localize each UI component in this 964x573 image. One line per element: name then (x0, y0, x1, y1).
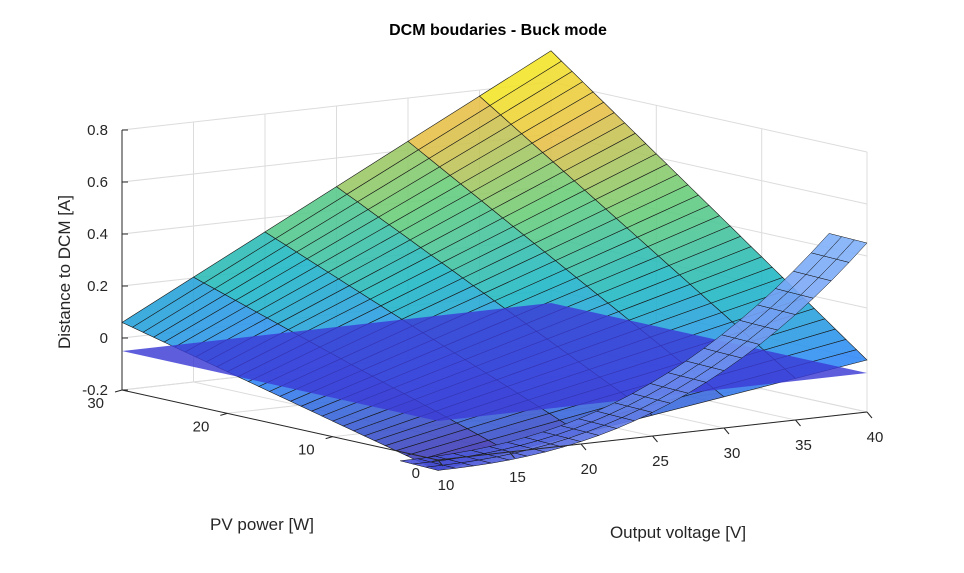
x-tick-label: 15 (509, 469, 526, 486)
chart-title: DCM boudaries - Buck mode (389, 22, 607, 39)
z-tick-label: 0.8 (87, 122, 108, 139)
x-tick-mark (509, 451, 515, 459)
x-tick-labels: 10 15 20 25 30 35 40 (437, 411, 884, 494)
x-tick-mark (795, 419, 801, 427)
z-tick-label: 0 (100, 330, 108, 347)
y-tick-label: 30 (87, 395, 104, 412)
surface-steep (400, 233, 868, 471)
y-tick-label: 0 (412, 465, 420, 482)
y-tick-mark (325, 436, 333, 440)
z-axis-label: Distance to DCM [A] (55, 195, 74, 349)
x-tick-mark (580, 443, 587, 451)
y-axis-line (121, 389, 439, 461)
x-tick-mark (866, 411, 873, 419)
y-tick-label: 10 (298, 442, 315, 459)
x-tick-mark (652, 435, 658, 443)
z-tick-label: 0.4 (87, 226, 108, 243)
x-tick-label: 35 (795, 437, 812, 454)
x-tick-label: 25 (652, 453, 669, 470)
x-tick-label: 20 (581, 461, 598, 478)
y-tick-mark (114, 389, 123, 393)
steep-patch (810, 233, 843, 257)
x-tick-label: 40 (867, 429, 884, 446)
x-tick-mark (437, 459, 444, 467)
z-tick-label: 0.2 (87, 278, 108, 295)
x-tick-label: 30 (724, 445, 741, 462)
y-axis-label: PV power [W] (210, 515, 314, 534)
x-tick-label: 10 (438, 477, 455, 494)
z-tick-labels: -0.2 0 0.2 0.4 0.6 0.8 (82, 122, 128, 399)
z-tick-label: 0.6 (87, 174, 108, 191)
y-tick-mark (430, 459, 439, 463)
x-tick-mark (723, 427, 730, 435)
x-axis-label: Output voltage [V] (610, 523, 746, 542)
y-tick-labels: 0 10 20 30 (87, 389, 439, 482)
y-tick-mark (220, 412, 228, 416)
z-tick-label: -0.2 (82, 382, 108, 399)
y-tick-label: 20 (193, 418, 210, 435)
